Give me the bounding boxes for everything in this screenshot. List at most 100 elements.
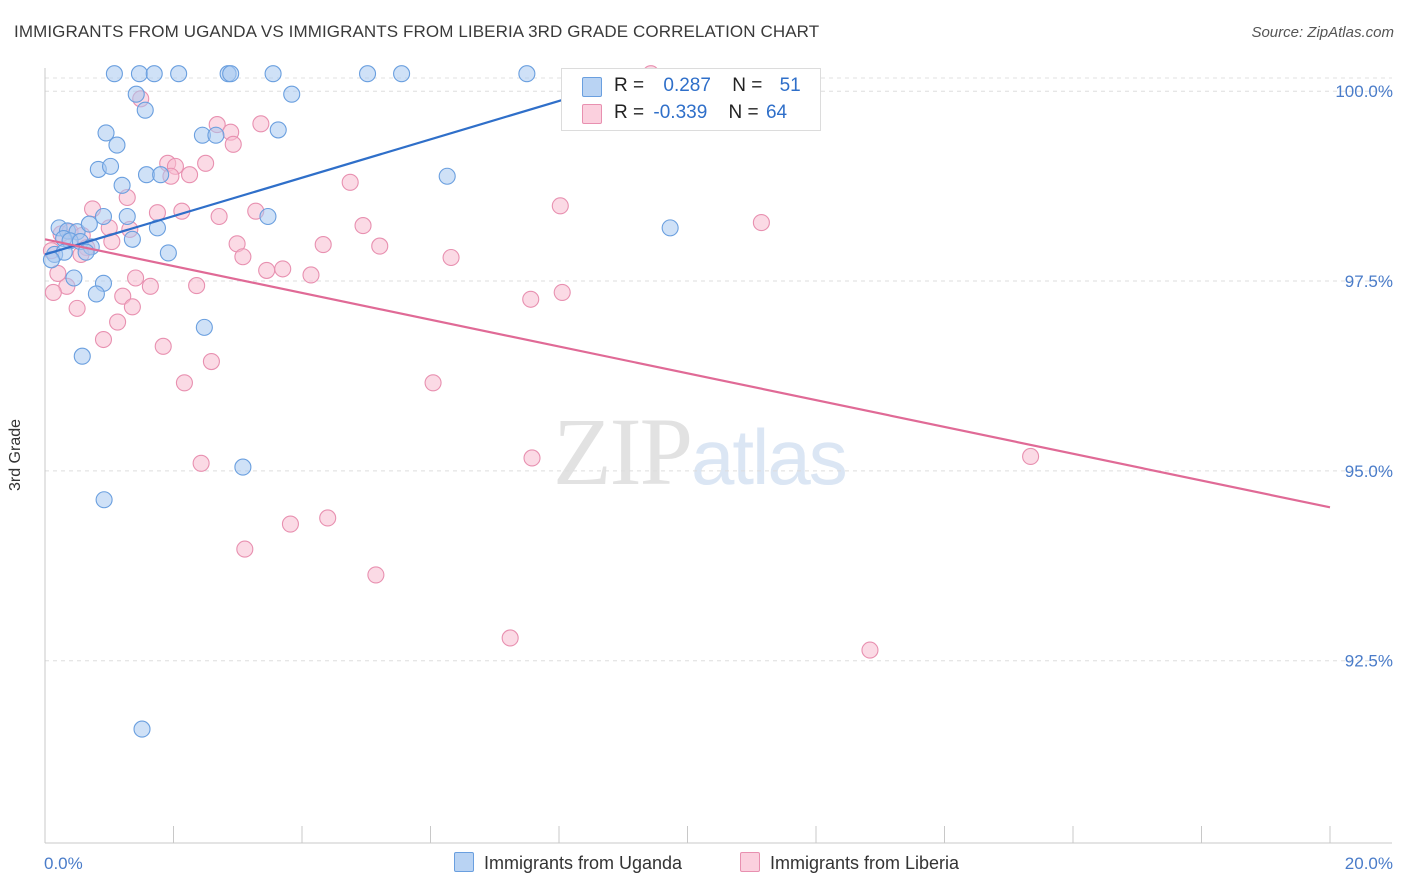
uganda-point (94, 207, 113, 226)
uganda-point (264, 65, 282, 83)
liberia-point (224, 135, 242, 153)
y-tick-label: 95.0% (1345, 462, 1393, 481)
uganda-point (118, 207, 136, 226)
liberia-point (154, 337, 172, 355)
liberia-point (367, 566, 385, 584)
liberia-point (861, 641, 879, 659)
uganda-point (518, 65, 536, 83)
liberia-swatch (582, 104, 602, 124)
liberia-point (210, 207, 228, 226)
uganda-point (234, 458, 252, 476)
liberia-point (302, 266, 320, 284)
liberia-point (123, 298, 141, 316)
liberia-point (354, 217, 372, 235)
uganda-point (123, 230, 141, 248)
uganda-point (195, 318, 213, 336)
legend-n-value: 64 (765, 102, 788, 123)
liberia-point (114, 287, 132, 305)
liberia-point (553, 283, 571, 301)
liberia-point (341, 173, 359, 191)
legend-r-label: R = (614, 75, 645, 96)
liberia-point (141, 277, 159, 295)
uganda-point (259, 207, 277, 226)
trend-lines (44, 71, 1331, 509)
liberia-point (109, 313, 127, 331)
bottom-legend-liberia: Immigrants from Liberia (740, 852, 959, 874)
uganda-point (87, 285, 105, 303)
liberia-trend-line (44, 238, 1331, 509)
liberia-point (127, 269, 145, 287)
liberia-point (501, 629, 519, 647)
uganda-point (438, 167, 456, 185)
liberia-point (274, 260, 292, 278)
legend-r-value: 0.287 (663, 75, 711, 96)
liberia-point (68, 299, 86, 317)
watermark: ZIPatlas (553, 396, 848, 507)
watermark-atlas: atlas (691, 413, 848, 501)
uganda-point (113, 176, 131, 194)
liberia-point (522, 290, 540, 308)
uganda-point (127, 85, 145, 103)
liberia-point (44, 283, 62, 301)
uganda-point (222, 65, 240, 83)
uganda-point (65, 269, 83, 287)
x-tick-label: 0.0% (44, 854, 83, 873)
legend-r-label: R = (614, 102, 645, 123)
liberia-point (236, 540, 254, 558)
liberia-point (252, 115, 270, 133)
uganda-point (133, 720, 151, 738)
y-tick-label: 92.5% (1345, 652, 1393, 671)
liberia-point (551, 197, 569, 215)
legend-n-label: N = (728, 102, 759, 123)
uganda-point (136, 101, 154, 119)
legend-uganda-label: Immigrants from Uganda (484, 853, 683, 873)
uganda-point (207, 126, 225, 144)
uganda-swatch (582, 77, 602, 97)
bottom-legend-uganda: Immigrants from Uganda (454, 852, 682, 874)
legend-liberia-label: Immigrants from Liberia (770, 853, 960, 873)
uganda-point (80, 215, 98, 233)
uganda-point (97, 124, 115, 142)
liberia-point (1022, 447, 1040, 466)
liberia-point (192, 454, 210, 472)
chart-title: IMMIGRANTS FROM UGANDA VS IMMIGRANTS FRO… (14, 22, 820, 41)
uganda-trend-line (44, 71, 656, 256)
uganda-points (42, 65, 679, 738)
uganda-point (170, 65, 188, 83)
uganda-point (73, 347, 91, 365)
liberia-point (281, 515, 299, 533)
liberia-point (258, 261, 276, 279)
uganda-point (159, 244, 177, 262)
watermark-zip: ZIP (553, 398, 693, 505)
uganda-point (358, 65, 377, 83)
liberia-point (424, 374, 442, 392)
liberia-point (319, 509, 337, 527)
liberia-point (442, 248, 460, 267)
liberia-swatch (740, 852, 760, 872)
liberia-point (371, 237, 389, 255)
uganda-point (661, 219, 679, 237)
y-tick-label: 100.0% (1335, 82, 1393, 101)
liberia-point (175, 374, 193, 392)
source-label: Source: ZipAtlas.com (1251, 24, 1394, 41)
uganda-point (108, 136, 126, 154)
uganda-swatch (454, 852, 474, 872)
liberia-point (197, 154, 215, 172)
legend-r-value: -0.339 (653, 102, 708, 123)
liberia-point (188, 277, 206, 295)
uganda-point (130, 65, 148, 83)
liberia-point (523, 449, 541, 467)
y-tick-label: 97.5% (1345, 272, 1393, 291)
tick-labels: 100.0% 97.5% 95.0% 92.5% 0.0% 20.0% (44, 82, 1393, 873)
liberia-point (202, 352, 220, 371)
liberia-point (234, 248, 252, 266)
liberia-point (49, 264, 67, 282)
liberia-point (752, 214, 770, 232)
x-tick-label: 20.0% (1345, 854, 1393, 873)
liberia-points (42, 65, 1040, 659)
legend-n-label: N = (732, 75, 763, 96)
grid-lines (45, 77, 1392, 662)
axes (44, 68, 1392, 844)
legend-n-value: 51 (779, 75, 801, 96)
